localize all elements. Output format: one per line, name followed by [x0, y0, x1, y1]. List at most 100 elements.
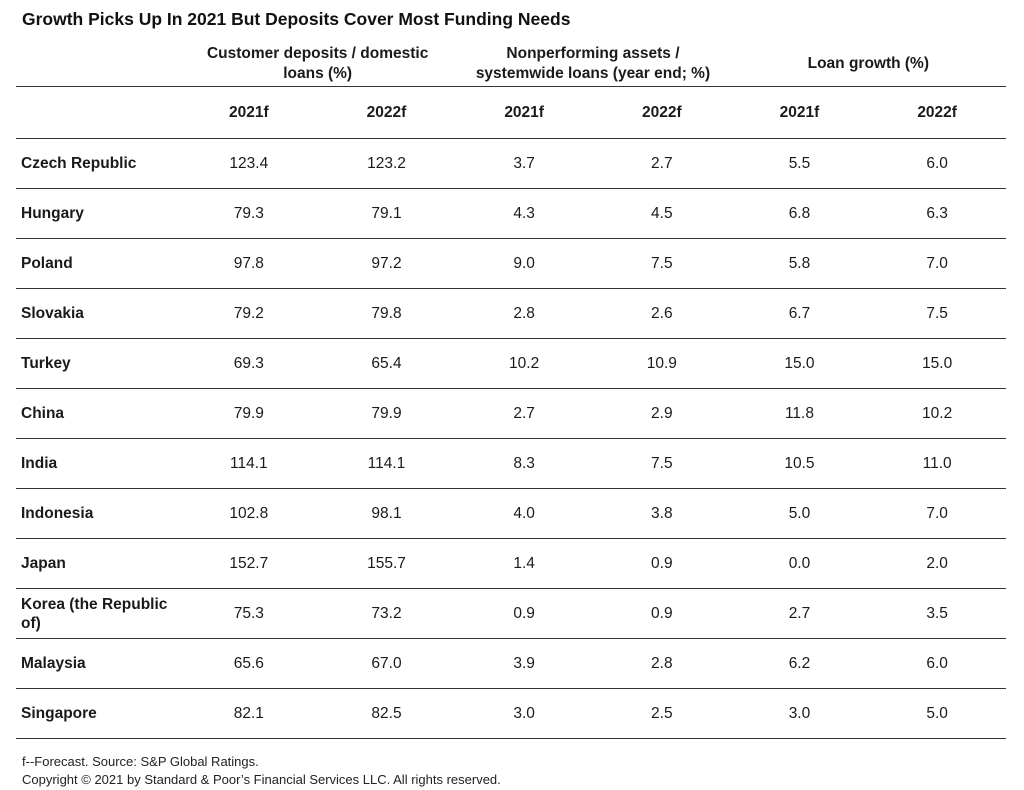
- value-cell: 79.2: [180, 288, 318, 339]
- value-cell: 0.9: [455, 588, 593, 639]
- country-cell: Slovakia: [16, 288, 180, 339]
- corner-cell: [16, 42, 180, 87]
- chart-title: Growth Picks Up In 2021 But Deposits Cov…: [22, 9, 571, 29]
- table-row: China 79.9 79.9 2.7 2.9 11.8 10.2: [16, 388, 1006, 439]
- value-cell: 97.2: [317, 238, 456, 289]
- value-cell: 2.8: [455, 288, 593, 339]
- table-row: Poland 97.8 97.2 9.0 7.5 5.8 7.0: [16, 238, 1006, 289]
- corner-cell: [16, 86, 180, 139]
- group-header-row: Customer deposits / domestic loans (%) N…: [16, 42, 1006, 87]
- table-row: Singapore 82.1 82.5 3.0 2.5 3.0 5.0: [16, 688, 1006, 739]
- value-cell: 7.0: [868, 488, 1006, 539]
- value-cell: 4.5: [592, 188, 731, 239]
- group-header-loan-growth: Loan growth (%): [730, 42, 1006, 87]
- table-row: Korea (the Republic of) 75.3 73.2 0.9 0.9 2.7…: [16, 588, 1006, 639]
- value-cell: 9.0: [455, 238, 593, 289]
- value-cell: 5.5: [730, 138, 869, 189]
- value-cell: 3.0: [730, 688, 869, 739]
- table-row: Turkey 69.3 65.4 10.2 10.9 15.0 15.0: [16, 338, 1006, 389]
- value-cell: 4.3: [455, 188, 593, 239]
- year-header: 2022f: [592, 86, 731, 139]
- table-row: Slovakia 79.2 79.8 2.8 2.6 6.7 7.5: [16, 288, 1006, 339]
- value-cell: 102.8: [180, 488, 318, 539]
- value-cell: 79.1: [317, 188, 456, 239]
- country-cell: Poland: [16, 238, 180, 289]
- value-cell: 2.9: [592, 388, 731, 439]
- value-cell: 67.0: [317, 638, 456, 689]
- value-cell: 6.2: [730, 638, 869, 689]
- value-cell: 79.8: [317, 288, 456, 339]
- value-cell: 69.3: [180, 338, 318, 389]
- value-cell: 3.8: [592, 488, 731, 539]
- value-cell: 7.5: [592, 238, 731, 289]
- value-cell: 5.0: [868, 688, 1006, 739]
- table-row: Indonesia 102.8 98.1 4.0 3.8 5.0 7.0: [16, 488, 1006, 539]
- value-cell: 65.6: [180, 638, 318, 689]
- group-header-deposits: Customer deposits / domestic loans (%): [180, 42, 456, 87]
- value-cell: 3.0: [455, 688, 593, 739]
- value-cell: 6.0: [868, 638, 1006, 689]
- value-cell: 79.3: [180, 188, 318, 239]
- value-cell: 6.8: [730, 188, 869, 239]
- country-cell: Korea (the Republic of): [16, 588, 180, 639]
- value-cell: 10.5: [730, 438, 869, 489]
- country-cell: China: [16, 388, 180, 439]
- value-cell: 8.3: [455, 438, 593, 489]
- value-cell: 6.7: [730, 288, 869, 339]
- value-cell: 155.7: [317, 538, 456, 589]
- value-cell: 82.1: [180, 688, 318, 739]
- country-cell: Singapore: [16, 688, 180, 739]
- value-cell: 3.9: [455, 638, 593, 689]
- value-cell: 15.0: [730, 338, 869, 389]
- table-row: Czech Republic 123.4 123.2 3.7 2.7 5.5 6.0: [16, 138, 1006, 189]
- value-cell: 2.5: [592, 688, 731, 739]
- value-cell: 4.0: [455, 488, 593, 539]
- value-cell: 7.5: [592, 438, 731, 489]
- country-cell: Japan: [16, 538, 180, 589]
- year-header-row: 2021f 2022f 2021f 2022f 2021f 2022f: [16, 86, 1006, 139]
- value-cell: 3.7: [455, 138, 593, 189]
- value-cell: 10.2: [455, 338, 593, 389]
- value-cell: 2.0: [868, 538, 1006, 589]
- value-cell: 6.0: [868, 138, 1006, 189]
- value-cell: 98.1: [317, 488, 456, 539]
- value-cell: 114.1: [317, 438, 456, 489]
- group-header-nonperforming: Nonperforming assets / systemwide loans …: [455, 42, 731, 87]
- country-cell: Malaysia: [16, 638, 180, 689]
- value-cell: 152.7: [180, 538, 318, 589]
- value-cell: 3.5: [868, 588, 1006, 639]
- value-cell: 2.8: [592, 638, 731, 689]
- value-cell: 5.0: [730, 488, 869, 539]
- data-table: Customer deposits / domestic loans (%) N…: [16, 42, 1006, 739]
- value-cell: 79.9: [180, 388, 318, 439]
- value-cell: 2.7: [592, 138, 731, 189]
- value-cell: 5.8: [730, 238, 869, 289]
- value-cell: 79.9: [317, 388, 456, 439]
- table-row: India 114.1 114.1 8.3 7.5 10.5 11.0: [16, 438, 1006, 489]
- country-cell: India: [16, 438, 180, 489]
- footnote-copyright: Copyright © 2021 by Standard & Poor’s Fi…: [22, 772, 501, 787]
- value-cell: 114.1: [180, 438, 318, 489]
- value-cell: 123.4: [180, 138, 318, 189]
- value-cell: 65.4: [317, 338, 456, 389]
- value-cell: 97.8: [180, 238, 318, 289]
- value-cell: 11.8: [730, 388, 869, 439]
- value-cell: 1.4: [455, 538, 593, 589]
- value-cell: 2.6: [592, 288, 731, 339]
- country-cell: Hungary: [16, 188, 180, 239]
- value-cell: 82.5: [317, 688, 456, 739]
- value-cell: 2.7: [730, 588, 869, 639]
- year-header: 2021f: [730, 86, 869, 139]
- year-header: 2021f: [455, 86, 593, 139]
- footnote: f--Forecast. Source: S&P Global Ratings.…: [22, 753, 501, 789]
- value-cell: 123.2: [317, 138, 456, 189]
- value-cell: 10.9: [592, 338, 731, 389]
- footnote-source: f--Forecast. Source: S&P Global Ratings.: [22, 754, 259, 769]
- value-cell: 73.2: [317, 588, 456, 639]
- country-cell: Czech Republic: [16, 138, 180, 189]
- value-cell: 0.0: [730, 538, 869, 589]
- table-row: Japan 152.7 155.7 1.4 0.9 0.0 2.0: [16, 538, 1006, 589]
- table-body: Czech Republic 123.4 123.2 3.7 2.7 5.5 6.0 Hung…: [16, 138, 1006, 739]
- value-cell: 2.7: [455, 388, 593, 439]
- value-cell: 0.9: [592, 538, 731, 589]
